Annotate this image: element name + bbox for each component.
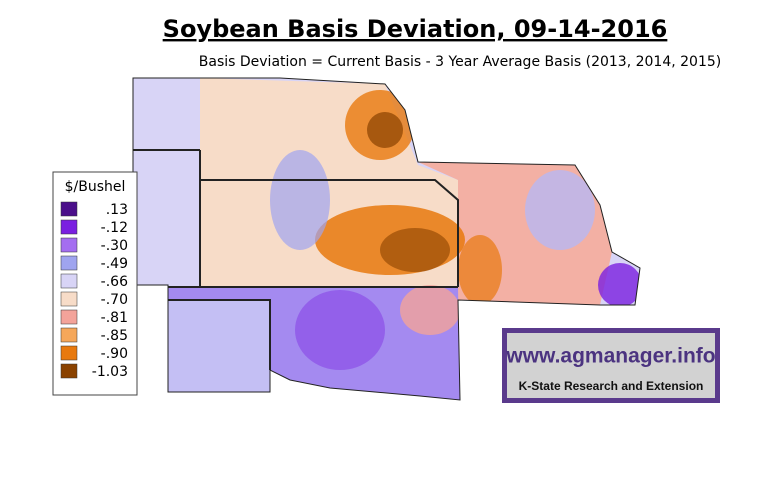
title: Soybean Basis Deviation, 09-14-2016: [163, 15, 668, 43]
legend-swatch: [60, 363, 78, 379]
legend-swatch: [60, 255, 78, 271]
legend-swatch: [60, 237, 78, 253]
legend-swatch: [60, 309, 78, 325]
region-brown: [380, 228, 450, 272]
legend-label: -.70: [101, 292, 128, 308]
region-purple: [598, 263, 640, 307]
borders: [132, 77, 641, 401]
legend-swatch: [60, 327, 78, 343]
logo-tagline: K-State Research and Extension: [519, 379, 704, 393]
legend-swatch: [60, 291, 78, 307]
logo-panel: [507, 333, 715, 398]
legend-label: -.12: [101, 220, 128, 236]
region-blue: [525, 170, 595, 250]
legend-swatch: [60, 273, 78, 289]
legend-label: -1.03: [92, 364, 128, 380]
region-salmon: [400, 285, 460, 335]
legend-label: -.85: [101, 328, 128, 344]
legend-label: -.81: [101, 310, 128, 326]
legend-swatch: [60, 219, 78, 235]
legend-label: .13: [106, 202, 128, 218]
subtitle: Basis Deviation = Current Basis - 3 Year…: [199, 54, 721, 70]
logo-url: www.agmanager.info: [505, 345, 715, 368]
region-blue: [270, 150, 330, 250]
region-orange: [458, 235, 502, 305]
legend-label: -.66: [101, 274, 128, 290]
texas-panhandle: [168, 300, 270, 392]
legend-label: -.90: [101, 346, 128, 362]
legend-swatch: [60, 345, 78, 361]
region-purple: [295, 290, 385, 370]
region-brown: [367, 112, 403, 148]
legend-title: $/Bushel: [65, 179, 126, 195]
legend-label: -.49: [101, 256, 128, 272]
legend-label: -.30: [101, 238, 128, 254]
legend-swatch: [60, 201, 78, 217]
